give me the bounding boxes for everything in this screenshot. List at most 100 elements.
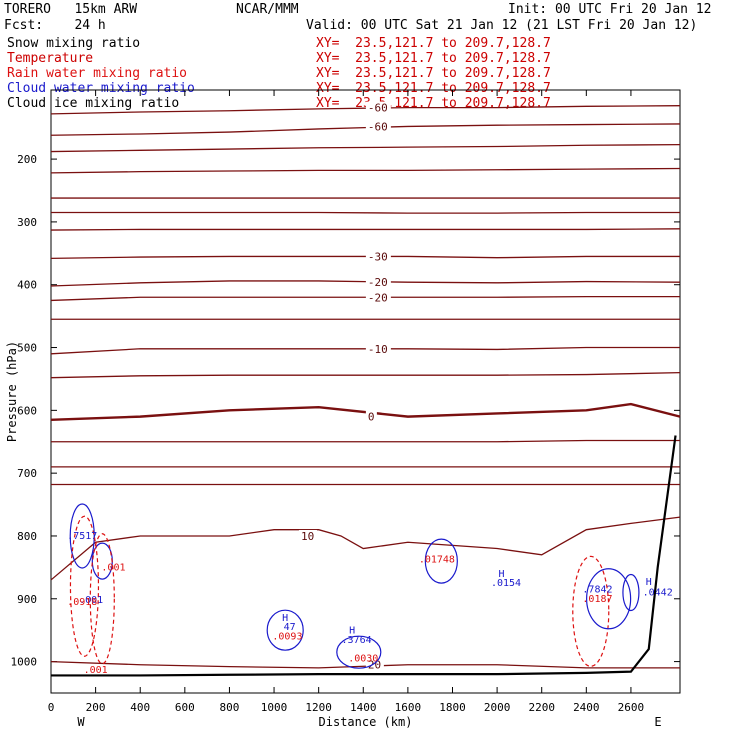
x-tick-label: 1400 <box>350 701 377 714</box>
legend-label: Rain water mixing ratio <box>7 66 188 81</box>
org-label: NCAR/MMM <box>236 2 299 17</box>
isotherm-line <box>50 346 680 355</box>
x-tick-label: 0 <box>48 701 55 714</box>
x-tick-label: 2200 <box>528 701 555 714</box>
mixing-ratio-label: .001 <box>84 665 108 676</box>
plot-frame <box>50 89 681 694</box>
legend-xy: XY= 23.5,121.7 to 209.7,128.7 <box>316 81 551 96</box>
isotherm-line <box>50 167 681 174</box>
y-tick-label: 200 <box>17 153 37 166</box>
mixing-ratio-label: .0154 <box>491 578 521 589</box>
legend-label: Cloud ice mixing ratio <box>7 96 180 111</box>
isotherm-label: 10 <box>301 530 314 543</box>
legend-label: Temperature <box>7 51 94 66</box>
isotherm-label-bg <box>365 120 391 133</box>
mixing-ratio-label: .0918 <box>67 597 97 608</box>
isotherm-label-bg <box>365 658 384 671</box>
mixing-ratio-contour <box>89 533 115 665</box>
isotherm-line <box>50 123 681 136</box>
x-tick-label: 2000 <box>484 701 511 714</box>
isotherm-label: -10 <box>368 343 388 356</box>
mixing-ratio-contour <box>572 555 610 667</box>
x-tick-label: 1200 <box>305 701 332 714</box>
isotherm-line <box>50 296 680 302</box>
isotherm-label: 0 <box>368 411 375 424</box>
mixing-ratio-label: .0442 <box>643 588 673 599</box>
mixing-ratio-label: H <box>349 625 355 636</box>
forecast-hour: Fcst: 24 h <box>4 18 106 33</box>
isotherm-label: -60 <box>368 120 388 133</box>
mixing-ratio-label: .0093 <box>272 632 302 643</box>
model-title: TORERO 15km ARW <box>4 2 138 17</box>
y-tick-label: 700 <box>17 467 37 480</box>
x-tick-label: 2400 <box>573 701 600 714</box>
isotherm-line <box>50 105 681 115</box>
isotherm-line <box>50 280 681 287</box>
mixing-ratio-label: .0030 <box>348 654 378 665</box>
x-tick-label: 1800 <box>439 701 466 714</box>
mixing-ratio-label: H <box>499 569 505 580</box>
mixing-ratio-contour <box>424 538 458 584</box>
y-tick-label: 300 <box>17 216 37 229</box>
legend-xy: XY= 23.5,121.7 to 209.7,128.7 <box>316 51 551 66</box>
init-time: Init: 00 UTC Fri 20 Jan 12 <box>508 2 712 17</box>
y-tick-label: 800 <box>17 530 37 543</box>
valid-time: Valid: 00 UTC Sat 21 Jan 12 (21 LST Fri … <box>306 18 698 33</box>
x-tick-label: 2600 <box>618 701 645 714</box>
isotherm-label-bg <box>365 410 377 423</box>
isotherm-line <box>50 402 681 421</box>
mixing-ratio-label: .0187 <box>582 594 612 605</box>
mixing-ratio-contour <box>622 573 640 612</box>
y-tick-label: 600 <box>17 404 37 417</box>
isotherm-label-bg <box>365 250 391 263</box>
isotherm-line <box>50 516 681 581</box>
mixing-ratio-label: .3764 <box>342 635 372 646</box>
mixing-ratio-label: .001 <box>101 563 125 574</box>
mixing-ratio-label: .001 <box>79 595 103 606</box>
x-tick-label: 400 <box>130 701 150 714</box>
x-end-label-right: E <box>654 715 661 729</box>
isotherm-label-bg <box>365 342 391 355</box>
mixing-ratio-label: 47 <box>284 622 296 633</box>
isotherm-label: -20 <box>368 291 388 304</box>
isotherm-label-bg <box>365 291 391 304</box>
isotherm-label: -20 <box>368 276 388 289</box>
mixing-ratio-contour <box>69 515 100 657</box>
isotherm-line <box>50 660 680 669</box>
x-tick-label: 200 <box>86 701 106 714</box>
mixing-ratio-label: .01748 <box>419 554 455 565</box>
terrain-line <box>51 435 677 677</box>
isotherm-line <box>50 255 680 259</box>
x-axis-label: Distance (km) <box>319 715 413 729</box>
isotherm-line <box>51 211 680 214</box>
isotherm-label-bg <box>298 529 317 542</box>
x-tick-label: 800 <box>220 701 240 714</box>
isotherm-line <box>51 439 680 443</box>
mixing-ratio-contour <box>69 503 95 569</box>
y-axis-label: Pressure (hPa) <box>5 341 19 442</box>
isotherm-line <box>50 228 681 231</box>
x-tick-label: 1600 <box>395 701 422 714</box>
y-tick-label: 400 <box>17 279 37 292</box>
isotherm-line <box>50 143 681 153</box>
y-tick-label: 500 <box>17 342 37 355</box>
isotherm-label-bg <box>365 276 391 289</box>
isotherm-label-bg <box>365 101 391 114</box>
isotherm-label: -60 <box>368 102 388 115</box>
legend-xy: XY= 23.5,121.7 to 209.7,128.7 <box>316 36 551 51</box>
mixing-ratio-contour <box>266 609 304 651</box>
mixing-ratio-label: .7842 <box>582 585 612 596</box>
isotherm-label: 20 <box>368 659 381 672</box>
legend-xy: XY= 23.5,121.7 to 209.7,128.7 <box>316 66 551 81</box>
mixing-ratio-label: H <box>282 613 288 624</box>
y-tick-label: 1000 <box>11 656 38 669</box>
mixing-ratio-label: H <box>646 577 652 588</box>
legend-label: Snow mixing ratio <box>7 36 141 51</box>
x-tick-label: 1000 <box>261 701 288 714</box>
isotherm-line <box>50 372 681 379</box>
x-tick-label: 600 <box>175 701 195 714</box>
mixing-ratio-contour <box>586 568 632 630</box>
x-end-label-left: W <box>77 715 85 729</box>
y-tick-label: 900 <box>17 593 37 606</box>
